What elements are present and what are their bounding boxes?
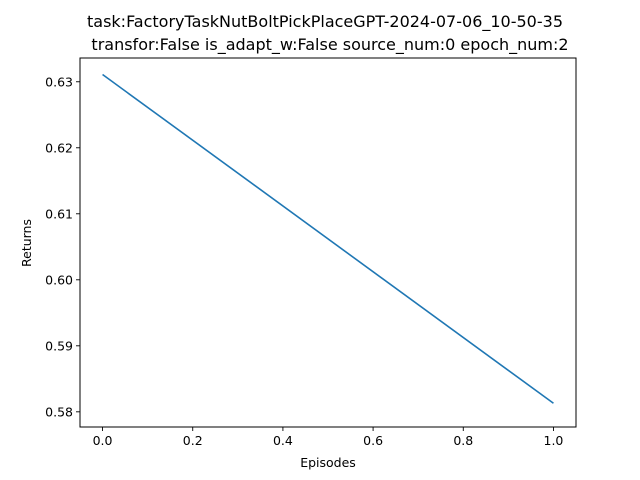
axes-frame (79, 57, 577, 428)
chart-title-line-1: task:FactoryTaskNutBoltPickPlaceGPT-2024… (87, 12, 563, 32)
x-axis-ticks: 0.0 0.2 0.4 0.6 0.8 1.0 (93, 427, 564, 448)
series-line-0 (102, 73, 554, 404)
x-axis-label: Episodes (300, 455, 356, 470)
y-tick-label: 0.61 (45, 206, 73, 221)
x-tick-label: 0.2 (183, 433, 203, 448)
y-axis-ticks: 0.58 0.59 0.60 0.61 0.62 0.63 (45, 74, 80, 419)
x-tick-label: 0.8 (453, 433, 473, 448)
y-tick-label: 0.62 (45, 140, 73, 155)
y-tick-label: 0.63 (45, 74, 73, 89)
chart-title-line-2: transfor:False is_adapt_w:False source_n… (91, 35, 568, 55)
y-tick-label: 0.58 (45, 404, 73, 419)
x-tick-label: 0.6 (363, 433, 383, 448)
x-tick-label: 0.4 (273, 433, 293, 448)
y-tick-label: 0.60 (45, 272, 73, 287)
plot-area (102, 73, 554, 404)
x-tick-label: 0.0 (93, 433, 113, 448)
x-tick-label: 1.0 (544, 433, 564, 448)
y-tick-label: 0.59 (45, 338, 73, 353)
y-axis-label: Returns (19, 219, 34, 267)
